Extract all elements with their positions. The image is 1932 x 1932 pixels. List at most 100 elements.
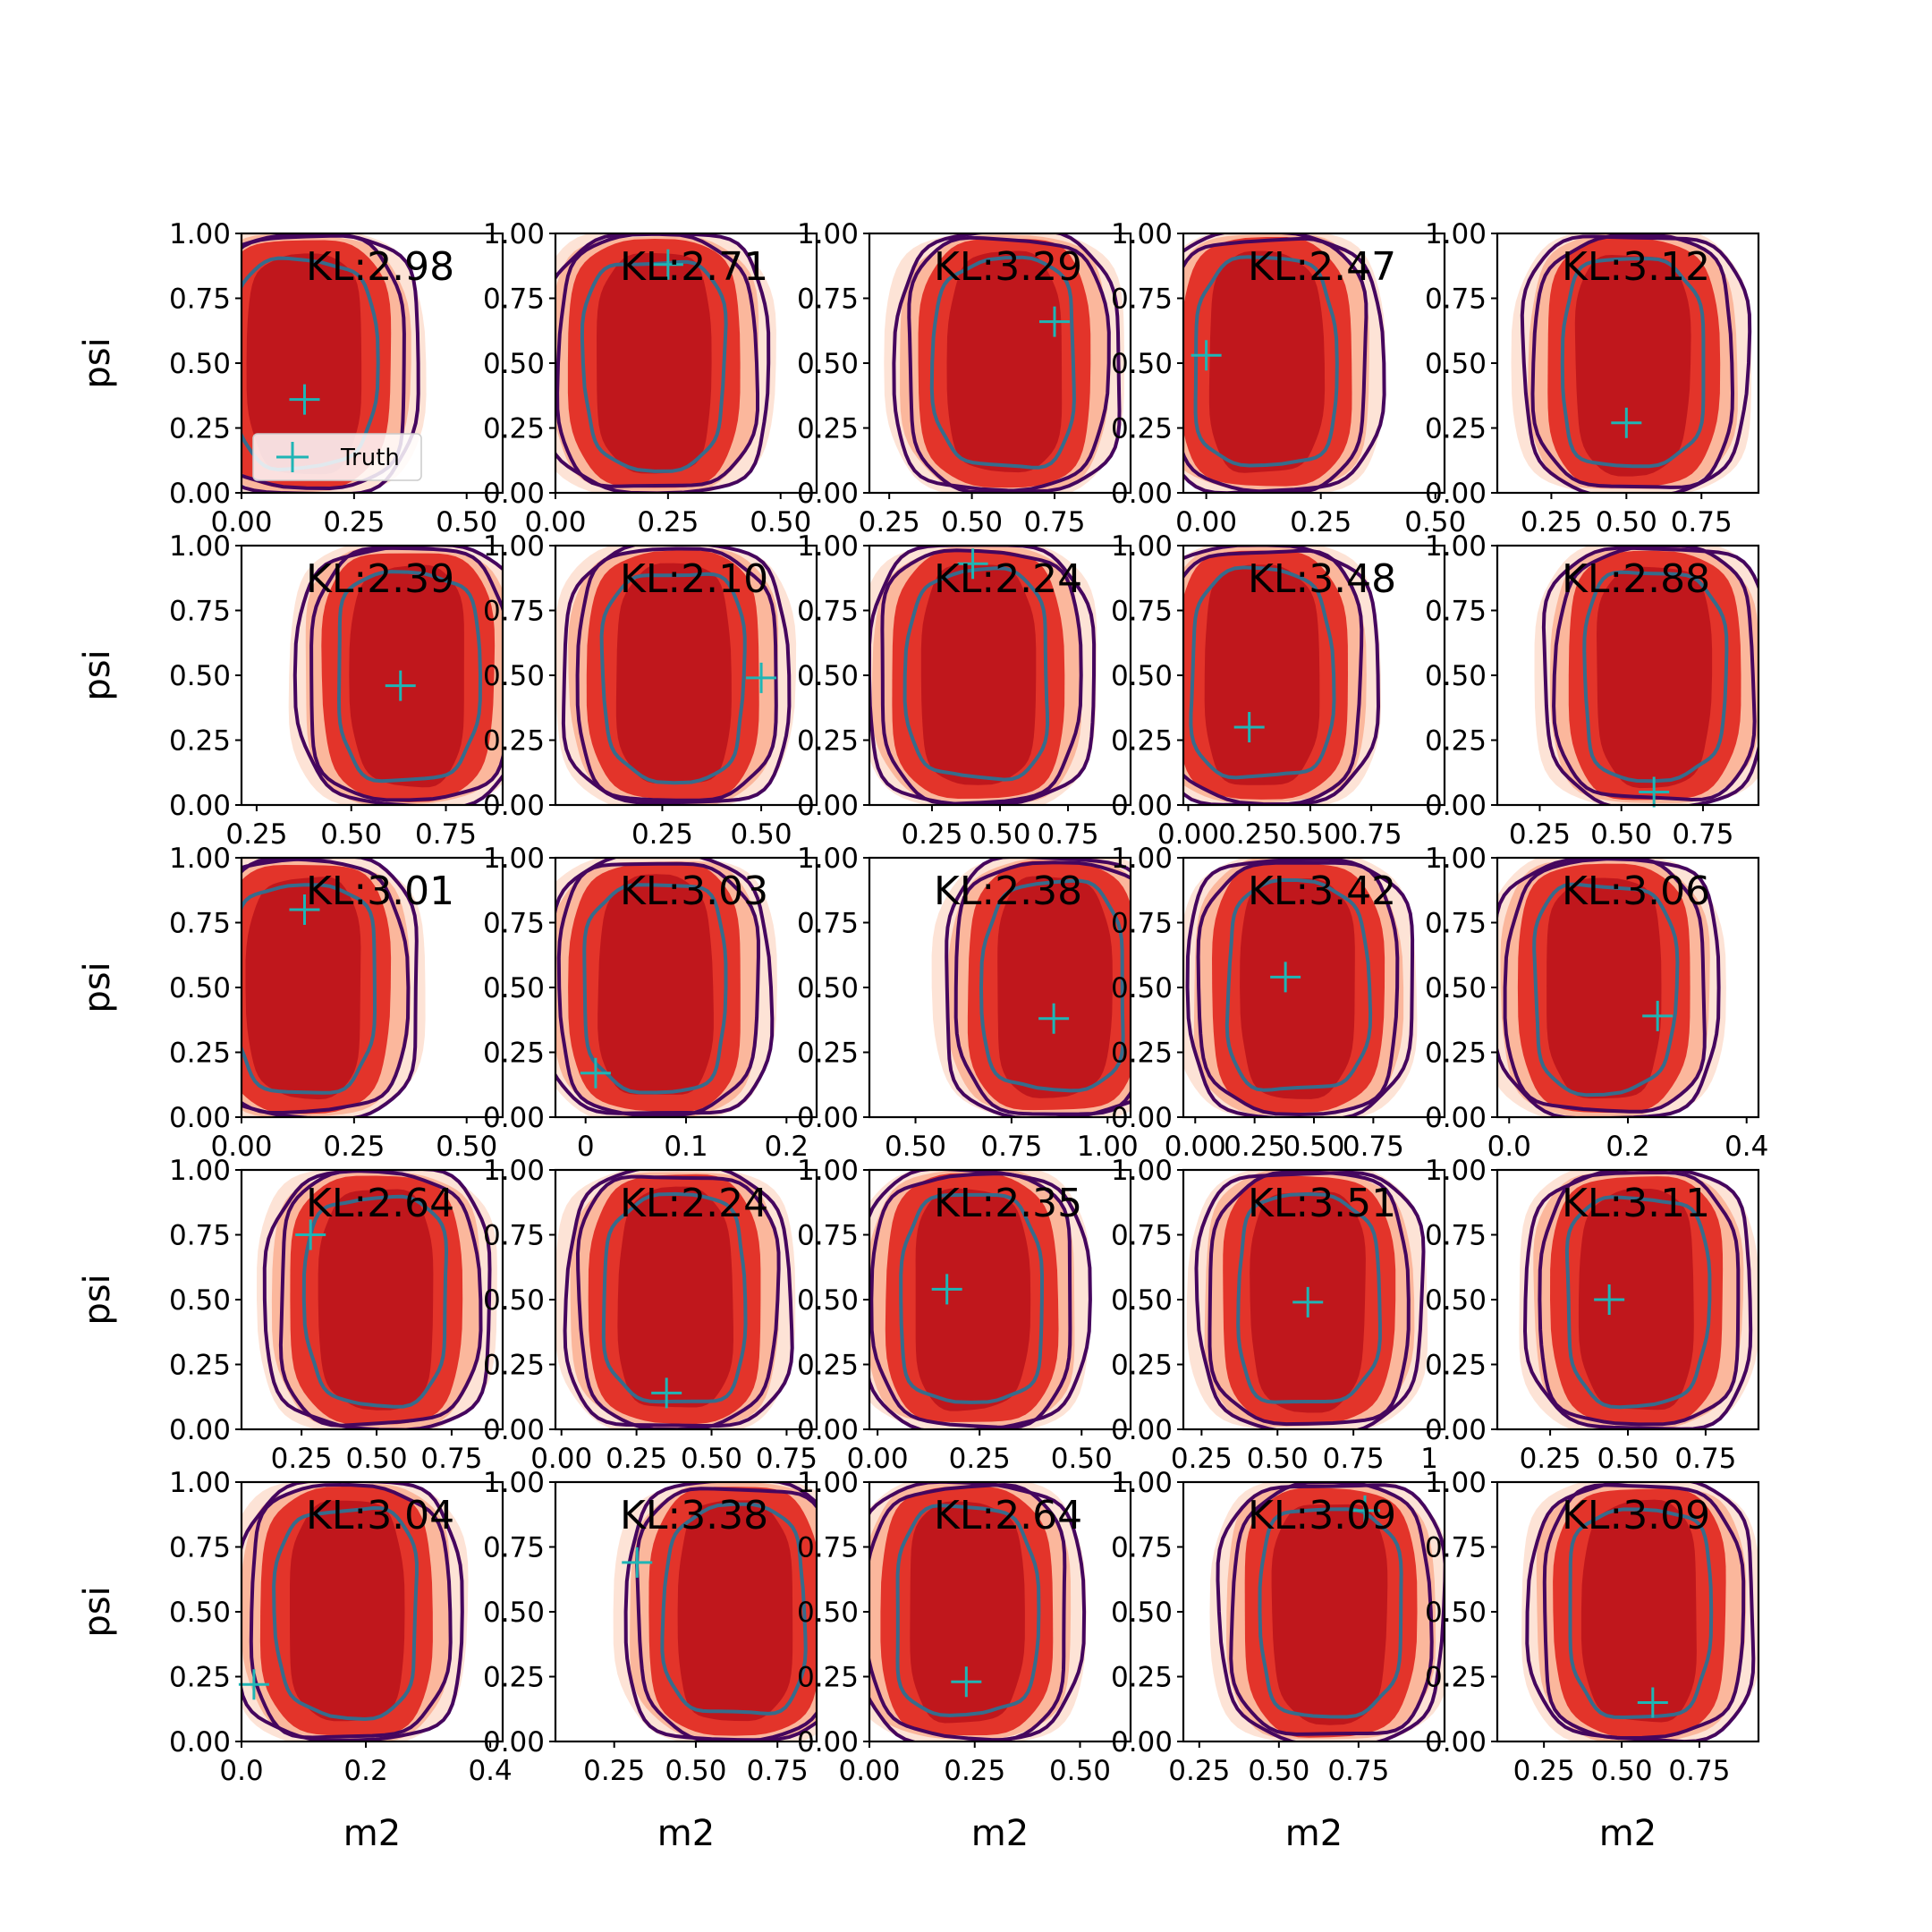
y-tick-label: 1.00: [169, 530, 231, 563]
subplot-18: 0.00 0.25 0.50 0.75 1.00 0.00 0.25 0.50 KL:2.35: [797, 1155, 1132, 1475]
y-tick-label: 0.25: [169, 1350, 231, 1382]
x-tick-label: 0.50: [1596, 506, 1657, 538]
truth-marker: [957, 548, 988, 580]
y-tick-label: 0.50: [1425, 972, 1487, 1004]
x-tick-label: 0.25: [901, 818, 962, 851]
inner-contour: [1560, 257, 1706, 469]
y-tick-label: 0.50: [169, 1597, 231, 1629]
y-tick-label: 0.50: [797, 660, 859, 692]
y-axis-label: psi: [77, 1274, 118, 1325]
x-tick-label: 0.75: [420, 1443, 482, 1475]
density-contours: [1183, 546, 1382, 805]
x-tick-label: 0.75: [1327, 1755, 1389, 1787]
x-tick-label: 0.50: [1049, 1755, 1111, 1787]
x-tick-label: 0.25: [1513, 1755, 1575, 1787]
x-tick-label: 0.25: [944, 1755, 1005, 1787]
truth-marker: [289, 894, 320, 925]
y-tick-label: 1.00: [797, 843, 859, 875]
middle-contour: [635, 1487, 817, 1741]
inner-contour: [1532, 882, 1680, 1097]
x-axis-label: m2: [343, 1813, 401, 1854]
inner-contour: [1582, 570, 1729, 784]
y-tick-label: 1.00: [169, 1467, 231, 1499]
density-fill-4: [1240, 878, 1355, 1099]
kl-annotation: KL:2.39: [306, 556, 454, 602]
y-tick-label: 0.25: [483, 1350, 545, 1382]
kl-annotation: KL:2.88: [1562, 556, 1710, 602]
outer-contour: [869, 546, 1097, 805]
outer-contour: [555, 858, 775, 1115]
x-tick-label: 0.50: [1248, 1755, 1309, 1787]
inner-contour: [895, 1504, 1041, 1717]
density-fill-4: [245, 877, 361, 1100]
x-tick-label: 0.75: [1023, 506, 1085, 538]
outer-contour: [869, 1482, 1087, 1741]
y-tick-label: 0.75: [1425, 596, 1487, 628]
y-tick-label: 0.75: [169, 596, 231, 628]
y-tick-label: 0.00: [797, 478, 859, 510]
outer-contour: [561, 546, 792, 805]
y-tick-label: 0.75: [483, 1220, 545, 1252]
truth-marker: [1639, 776, 1670, 808]
y-tick-label: 0.75: [169, 284, 231, 316]
truth-marker: [1038, 306, 1070, 337]
density-contours: [1183, 858, 1418, 1117]
subplot-25: 0.00 0.25 0.50 0.75 1.00 0.25 0.50 0.75 KL:3.09 m…: [1425, 1467, 1760, 1854]
x-tick-label: 0.50: [750, 506, 811, 538]
y-tick-label: 0.50: [1111, 1597, 1173, 1629]
truth-marker: [951, 1666, 982, 1698]
outer-contour: [1497, 858, 1721, 1117]
kl-annotation: KL:3.29: [934, 244, 1082, 290]
y-tick-label: 0.25: [1111, 1662, 1173, 1694]
y-tick-label: 0.25: [797, 413, 859, 445]
x-tick-label: 0.4: [1724, 1131, 1768, 1163]
subplot-1: 0.00 0.25 0.50 0.75 1.00 0.00 0.25 0.50 KL:2.98 p…: [77, 218, 504, 538]
y-tick-label: 1.00: [1111, 530, 1173, 563]
density-contours: [931, 858, 1131, 1117]
y-tick-label: 0.75: [797, 284, 859, 316]
inner-contour: [582, 883, 728, 1095]
inner-contour: [301, 1194, 449, 1409]
y-tick-label: 0.25: [1111, 1038, 1173, 1070]
y-tick-label: 0.25: [797, 1038, 859, 1070]
x-tick-label: 0.75: [1341, 818, 1402, 851]
x-tick-label: 0.75: [1343, 1131, 1404, 1163]
subplot-17: 0.00 0.25 0.50 0.75 1.00 0.00 0.25 0.50 0.75 KL:2…: [483, 1155, 818, 1475]
y-tick-label: 1.00: [169, 843, 231, 875]
kl-annotation: KL:2.24: [620, 1181, 768, 1226]
subplot-7: 0.00 0.25 0.50 0.75 1.00 0.25 0.50 KL:2.10: [483, 530, 818, 851]
x-tick-label: 0.00: [1175, 506, 1237, 538]
y-tick-label: 0.75: [797, 908, 859, 940]
x-tick-label: 0: [577, 1131, 595, 1163]
truth-marker: [622, 1546, 653, 1578]
y-tick-label: 0.25: [483, 725, 545, 758]
density-fill-4: [920, 564, 1037, 785]
y-tick-label: 1.00: [797, 1155, 859, 1187]
y-tick-label: 0.75: [169, 1532, 231, 1564]
kl-annotation: KL:2.64: [934, 1493, 1082, 1538]
y-tick-label: 0.75: [1111, 284, 1173, 316]
density-contours: [1209, 1482, 1445, 1741]
y-tick-label: 0.50: [483, 1284, 545, 1317]
kl-annotation: KL:3.06: [1562, 869, 1710, 914]
outer-contour: [555, 233, 771, 493]
y-tick-label: 0.00: [797, 790, 859, 822]
kl-annotation: KL:2.47: [1248, 244, 1396, 290]
y-tick-label: 0.50: [1111, 348, 1173, 380]
middle-contour: [1503, 858, 1707, 1114]
x-tick-label: 0.25: [1509, 818, 1571, 851]
inner-contour: [1236, 1191, 1382, 1404]
kl-annotation: KL:2.24: [934, 556, 1082, 602]
y-tick-label: 1.00: [483, 218, 545, 250]
x-tick-label: 0.75: [1038, 818, 1099, 851]
kl-annotation: KL:3.12: [1562, 244, 1710, 290]
x-tick-label: 0.25: [1290, 506, 1352, 538]
x-tick-label: 0.25: [859, 506, 920, 538]
y-tick-label: 1.00: [483, 1155, 545, 1187]
inner-contour: [336, 570, 483, 784]
y-tick-label: 1.00: [1111, 843, 1173, 875]
subplot-23: 0.00 0.25 0.50 0.75 1.00 0.00 0.25 0.50 KL:2.64 m…: [797, 1467, 1132, 1854]
density-contours: [242, 1482, 469, 1741]
x-tick-label: 0.00: [524, 506, 586, 538]
